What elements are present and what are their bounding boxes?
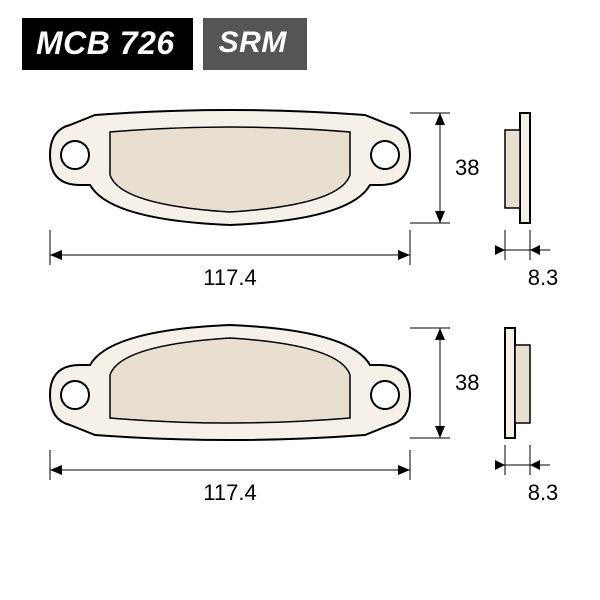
- width-dim-1: 117.4: [203, 265, 256, 290]
- pad-side-1: 8.3: [495, 100, 585, 300]
- header: MCB 726 SRM: [22, 18, 307, 70]
- pad-row-1: 117.4 38.7 8.3: [0, 100, 600, 300]
- diagram-area: 117.4 38.7 8.3: [0, 100, 600, 300]
- svg-text:8.3: 8.3: [528, 265, 559, 290]
- model-badge: MCB 726: [22, 18, 193, 70]
- height-dim-1: 38.7: [410, 100, 480, 240]
- svg-text:38.7: 38.7: [455, 155, 480, 180]
- height-dim-2: 38.7: [410, 315, 480, 455]
- width-dim-2: 117.4: [203, 480, 256, 505]
- pad-front-1: 117.4: [30, 100, 450, 300]
- pad-side-2: 8.3: [495, 315, 585, 515]
- pad-front-2: 117.4: [30, 315, 450, 515]
- svg-text:38.7: 38.7: [455, 370, 480, 395]
- variant-badge: SRM: [203, 18, 307, 70]
- svg-text:8.3: 8.3: [528, 480, 559, 505]
